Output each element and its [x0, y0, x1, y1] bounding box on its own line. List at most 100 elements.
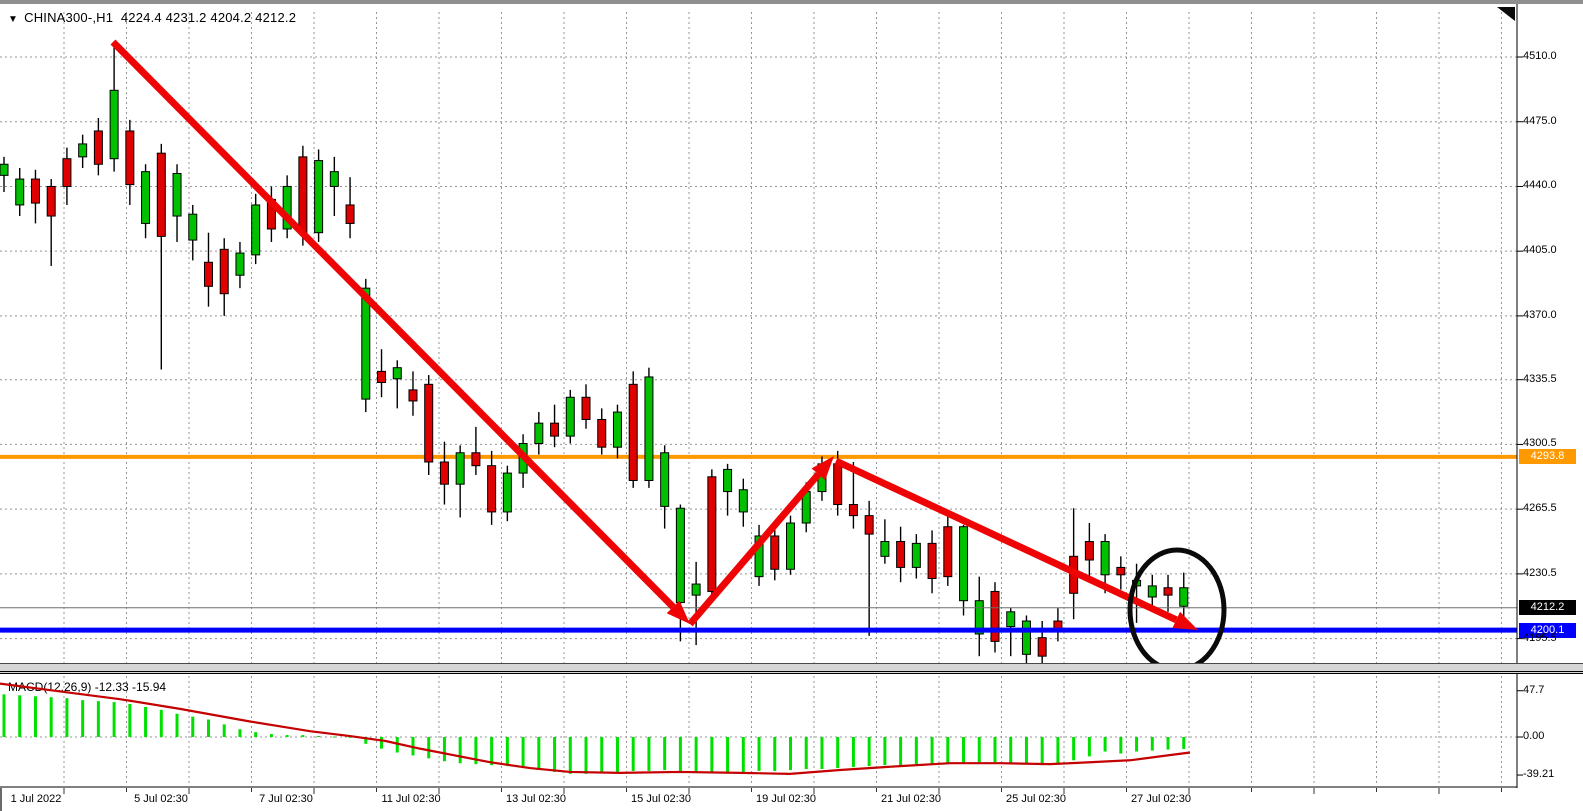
- macd-histogram-bar: [1103, 737, 1107, 752]
- bear-candle: [550, 422, 560, 437]
- highlight-ellipse[interactable]: [1127, 547, 1227, 663]
- macd-histogram-bar: [1024, 737, 1028, 765]
- macd-histogram-bar: [867, 737, 871, 767]
- bull-candle: [1006, 611, 1016, 628]
- bull-candle: [691, 583, 701, 596]
- macd-histogram-bar: [65, 698, 69, 737]
- bull-candle: [675, 507, 685, 604]
- bull-candle: [361, 287, 371, 400]
- bear-candle: [833, 463, 843, 506]
- macd-panel-canvas[interactable]: MACD(12,26,9) -12.33 -15.94: [0, 674, 1583, 788]
- bull-candle: [612, 411, 622, 448]
- bull-candle: [974, 600, 984, 635]
- macd-histogram-bar: [631, 737, 635, 771]
- time-axis-label: 5 Jul 02:30: [134, 793, 188, 805]
- time-axis-label: 13 Jul 02:30: [506, 793, 566, 805]
- bear-candle: [1116, 566, 1126, 576]
- macd-histogram-bar: [710, 737, 714, 773]
- bull-candle: [880, 541, 890, 557]
- macd-histogram-bar: [505, 737, 509, 767]
- panel-divider[interactable]: [0, 663, 1583, 674]
- macd-histogram-bar: [254, 732, 258, 737]
- bear-candle: [770, 535, 780, 570]
- macd-histogram-bar: [269, 734, 273, 737]
- bull-candle: [723, 468, 733, 493]
- bear-candle: [848, 504, 858, 517]
- bear-candle: [30, 178, 40, 204]
- bull-candle: [1100, 541, 1110, 576]
- macd-tick-label: 0.00: [1523, 730, 1545, 742]
- time-axis-label: 11 Jul 02:30: [381, 793, 441, 805]
- bear-candle: [896, 541, 906, 568]
- time-axis-label: 1 Jul 2022: [10, 793, 62, 805]
- trend-arrow-head[interactable]: [1172, 611, 1198, 630]
- macd-histogram-bar: [930, 737, 934, 765]
- bear-candle: [46, 185, 56, 217]
- bear-candle: [628, 383, 638, 481]
- trend-arrow-line[interactable]: [110, 39, 676, 610]
- macd-histogram-bar: [1009, 737, 1013, 764]
- macd-histogram-bar: [144, 706, 148, 737]
- macd-histogram-bar: [773, 737, 777, 771]
- bear-candle: [927, 542, 937, 580]
- macd-histogram-bar: [993, 737, 997, 763]
- bear-candle: [1163, 587, 1173, 596]
- macd-histogram-bar: [18, 695, 22, 737]
- bull-candle: [141, 171, 151, 224]
- macd-histogram-bar: [600, 737, 604, 773]
- bull-candle: [455, 452, 465, 485]
- symbol-dropdown-icon[interactable]: ▼: [8, 14, 19, 25]
- bull-candle: [911, 542, 921, 568]
- trend-arrow-head[interactable]: [666, 600, 690, 624]
- macd-histogram-bar: [364, 737, 368, 744]
- chart-title: ▼ CHINA300-,H1 4224.4 4231.2 4204.2 4212.…: [8, 10, 296, 25]
- bull-candle: [786, 522, 795, 570]
- bull-candle: [565, 396, 575, 437]
- price-chart-canvas[interactable]: [0, 4, 1583, 663]
- bear-candle: [471, 452, 481, 467]
- bear-candle: [219, 248, 229, 295]
- bull-candle: [0, 163, 9, 176]
- macd-histogram-bar: [1119, 737, 1123, 754]
- price-tick-label: 4300.5: [1523, 437, 1557, 450]
- macd-histogram-bar: [81, 700, 85, 737]
- trend-arrow-line[interactable]: [834, 457, 1178, 624]
- bull-candle: [959, 526, 969, 602]
- price-tick-label: 4230.5: [1523, 566, 1557, 579]
- price-tick-label: 4195.5: [1523, 631, 1557, 644]
- bear-candle: [597, 418, 607, 448]
- macd-tick-label: 47.7: [1523, 683, 1545, 696]
- macd-histogram-bar: [521, 737, 525, 769]
- macd-histogram-bar: [962, 737, 966, 764]
- macd-histogram-bar: [1182, 737, 1186, 749]
- macd-histogram-bar: [899, 737, 903, 766]
- macd-histogram-bar: [1056, 737, 1060, 764]
- bull-candle: [1021, 620, 1031, 655]
- trend-arrow-head[interactable]: [811, 456, 834, 481]
- bull-candle: [754, 535, 764, 578]
- trend-arrow-line[interactable]: [687, 471, 822, 627]
- macd-histogram-bar: [914, 737, 918, 765]
- bull-candle: [502, 472, 512, 513]
- bear-candle: [408, 389, 418, 402]
- bear-candle: [581, 396, 591, 420]
- price-tick-label: 4440.0: [1523, 179, 1557, 192]
- macd-histogram-bar: [191, 716, 195, 737]
- bull-candle: [392, 367, 402, 380]
- macd-histogram-bar: [332, 736, 336, 738]
- bear-candle: [990, 590, 1000, 642]
- macd-tick-label: -39.21: [1523, 768, 1555, 781]
- macd-histogram-bar: [883, 737, 887, 766]
- macd-histogram-bar: [537, 737, 541, 770]
- macd-histogram-bar: [553, 737, 557, 772]
- macd-histogram-bar: [977, 737, 981, 763]
- macd-histogram-bar: [1040, 737, 1044, 766]
- time-axis-ticks[interactable]: [0, 784, 1583, 811]
- bull-candle: [1147, 585, 1157, 598]
- macd-histogram-bar: [568, 737, 572, 774]
- chart-shift-marker-icon[interactable]: [1497, 7, 1515, 21]
- macd-histogram-bar: [851, 737, 855, 768]
- macd-histogram-bar: [238, 729, 242, 737]
- macd-histogram-bar: [1135, 737, 1139, 752]
- macd-histogram-bar: [175, 713, 179, 737]
